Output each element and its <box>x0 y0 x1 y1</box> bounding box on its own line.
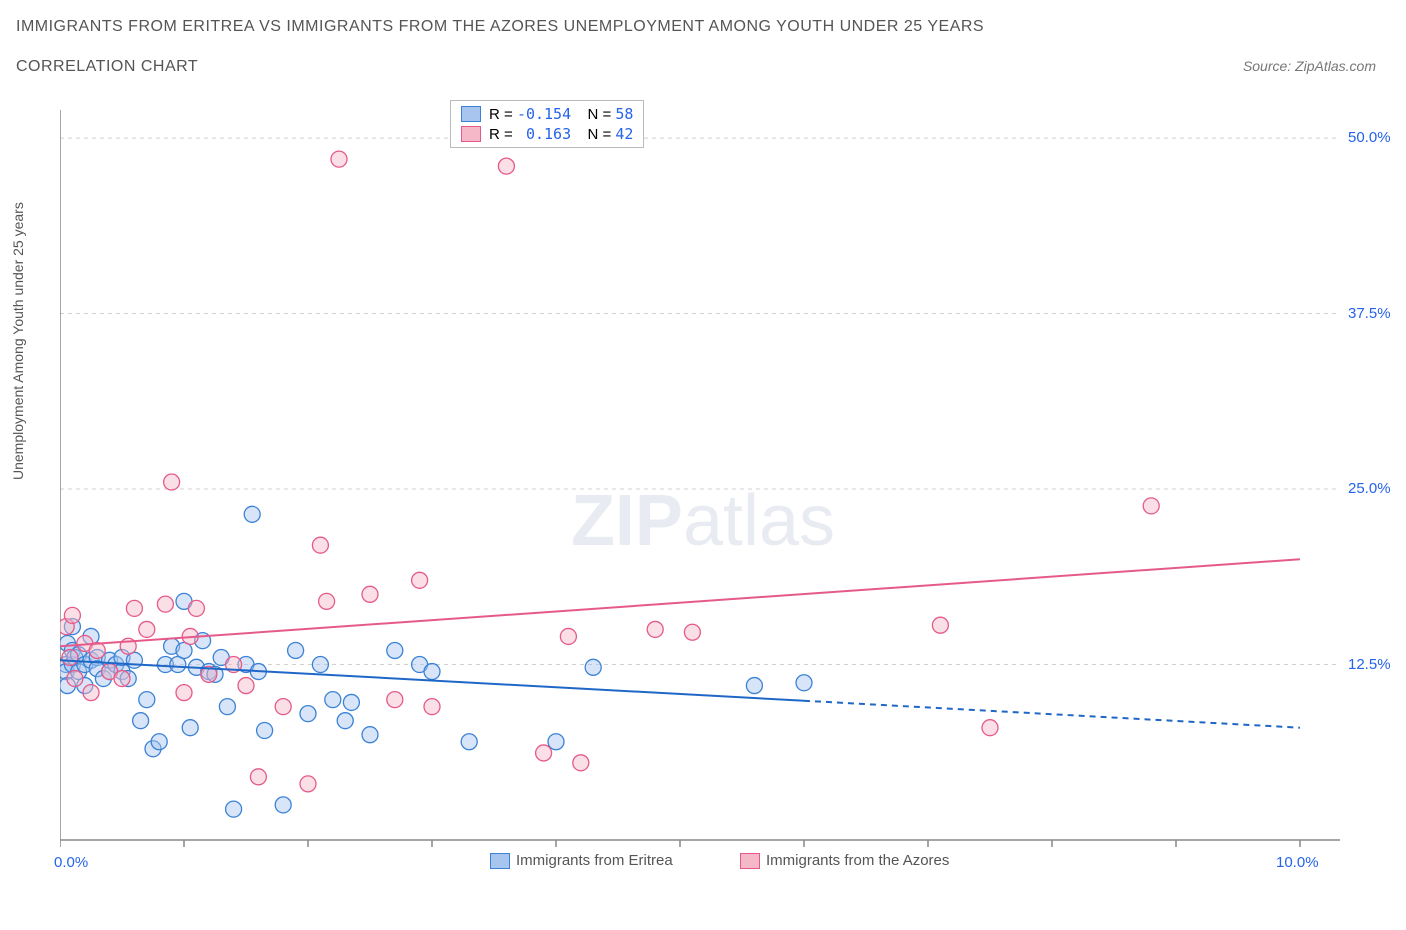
scatter-chart <box>60 100 1346 860</box>
legend-swatch-icon <box>461 106 481 122</box>
legend-swatch-icon <box>490 853 510 869</box>
legend-swatch-icon <box>740 853 760 869</box>
bottom-legend-item: Immigrants from Eritrea <box>490 852 673 869</box>
x-tick-label: 10.0% <box>1276 854 1319 871</box>
title-line-1: IMMIGRANTS FROM ERITREA VS IMMIGRANTS FR… <box>16 18 984 36</box>
legend-r-value: R = 0.163 <box>489 125 571 143</box>
chart-area: ZIPatlas R = -0.154 N = 58R = 0.163 N = … <box>60 100 1346 860</box>
legend-n-value: N = 42 <box>579 125 633 143</box>
legend-stats-row: R = -0.154 N = 58 <box>461 105 633 123</box>
y-tick-label: 25.0% <box>1348 480 1391 497</box>
y-axis-label: Unemployment Among Youth under 25 years <box>10 202 26 480</box>
legend-swatch-icon <box>461 126 481 142</box>
y-tick-label: 50.0% <box>1348 129 1391 146</box>
source-label: Source: ZipAtlas.com <box>1243 58 1376 74</box>
legend-series-label: Immigrants from the Azores <box>766 852 949 869</box>
x-tick-label: 0.0% <box>54 854 88 871</box>
y-tick-label: 12.5% <box>1348 656 1391 673</box>
legend-stats-row: R = 0.163 N = 42 <box>461 125 633 143</box>
legend-stats-box: R = -0.154 N = 58 R = 0.163 N = 42 <box>450 100 644 148</box>
legend-r-value: R = -0.154 <box>489 105 571 123</box>
title-line-2: CORRELATION CHART <box>16 58 198 76</box>
bottom-legend-item: Immigrants from the Azores <box>740 852 949 869</box>
legend-series-label: Immigrants from Eritrea <box>516 852 673 869</box>
y-tick-label: 37.5% <box>1348 305 1391 322</box>
legend-n-value: N = 58 <box>579 105 633 123</box>
